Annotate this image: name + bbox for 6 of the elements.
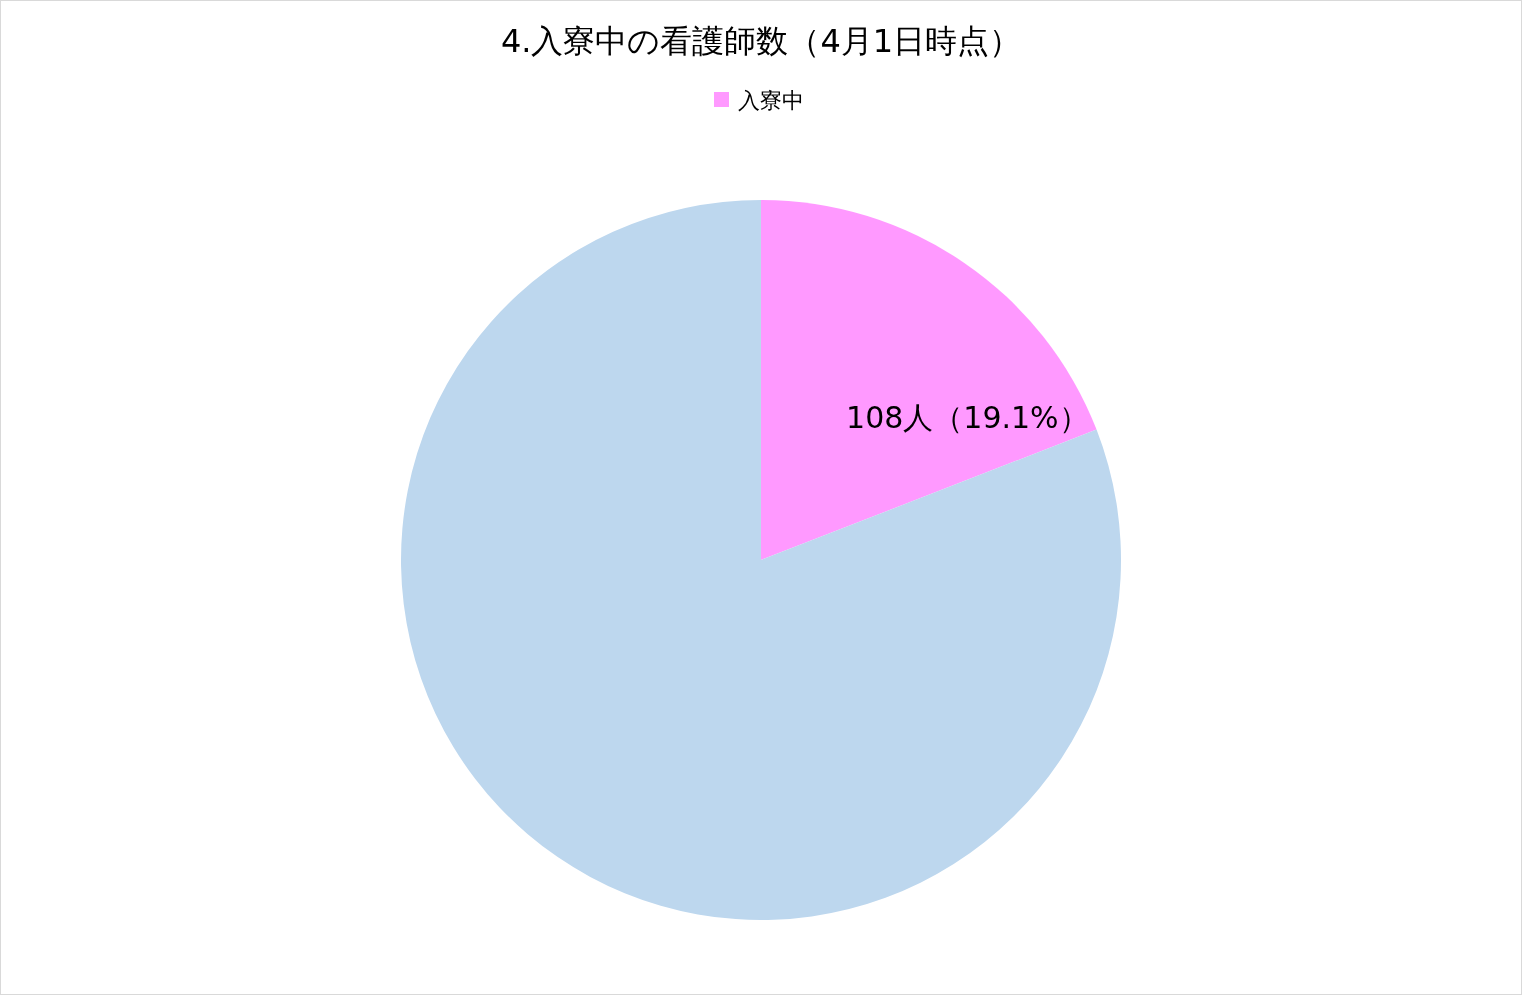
pie-slice [761, 200, 1097, 560]
legend: 入寮中 [714, 88, 804, 113]
chart-title: 4.入寮中の看護師数（4月1日時点） [500, 22, 1022, 60]
data-label: 108人（19.1%） [846, 400, 1089, 436]
legend-label: 入寮中 [738, 88, 804, 113]
pie-slice [401, 200, 1121, 920]
